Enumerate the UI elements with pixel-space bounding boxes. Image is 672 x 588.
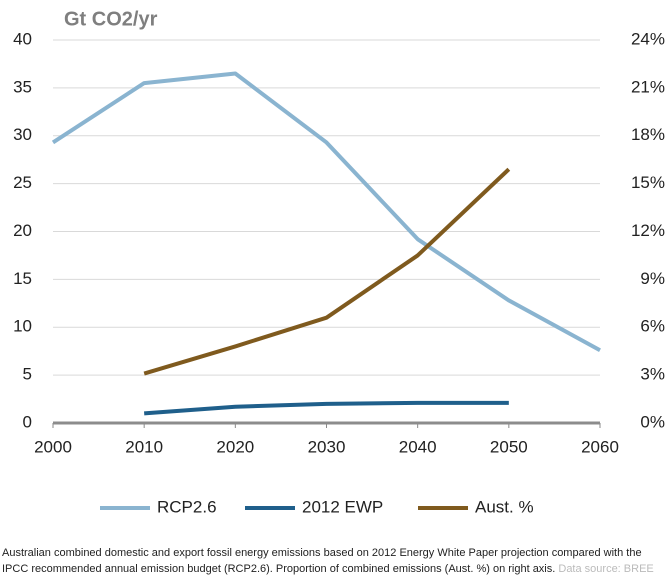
x-tick-label: 2060 <box>581 437 619 456</box>
legend-label: RCP2.6 <box>157 497 217 516</box>
y-tick-label: 40 <box>13 29 32 48</box>
series-line <box>51 71 601 352</box>
chart-title: Gt CO2/yr <box>64 8 158 30</box>
caption-text: Australian combined domestic and export … <box>2 547 642 575</box>
y2-tick-label: 9% <box>640 269 665 288</box>
x-tick-label: 2050 <box>490 437 528 456</box>
caption: Australian combined domestic and export … <box>2 545 668 577</box>
y2-tick-label: 15% <box>631 173 665 192</box>
y-tick-label: 10 <box>13 317 32 336</box>
source: Data source: BREE <box>558 563 654 575</box>
series-line <box>143 167 511 376</box>
y2-tick-label: 0% <box>640 412 665 431</box>
y2-tick-label: 3% <box>640 365 665 384</box>
y2-tick-label: 12% <box>631 221 665 240</box>
y-tick-label: 0 <box>23 412 32 431</box>
y-tick-label: 25 <box>13 173 32 192</box>
y2-tick-label: 21% <box>631 77 665 96</box>
y-tick-label: 5 <box>23 365 32 384</box>
y2-tick-label: 24% <box>631 29 665 48</box>
y-tick-label: 30 <box>13 125 32 144</box>
series-line <box>144 400 509 416</box>
x-tick-label: 2010 <box>125 437 163 456</box>
y-tick-label: 20 <box>13 221 32 240</box>
legend-label: Aust. % <box>475 497 534 516</box>
chart: Gt CO2/yr 0 5 10 15 20 25 30 35 40 0% 3% 6% 9% 12% 15%… <box>13 8 665 516</box>
y-tick-label: 15 <box>13 269 32 288</box>
y2-tick-label: 6% <box>640 317 665 336</box>
x-tick-label: 2030 <box>308 437 346 456</box>
y-tick-label: 35 <box>13 77 32 96</box>
y2-tick-label: 18% <box>631 125 665 144</box>
x-tick-label: 2020 <box>216 437 254 456</box>
x-tick-label: 2040 <box>399 437 437 456</box>
x-tick-label: 2000 <box>34 437 72 456</box>
legend-label: 2012 EWP <box>302 497 383 516</box>
